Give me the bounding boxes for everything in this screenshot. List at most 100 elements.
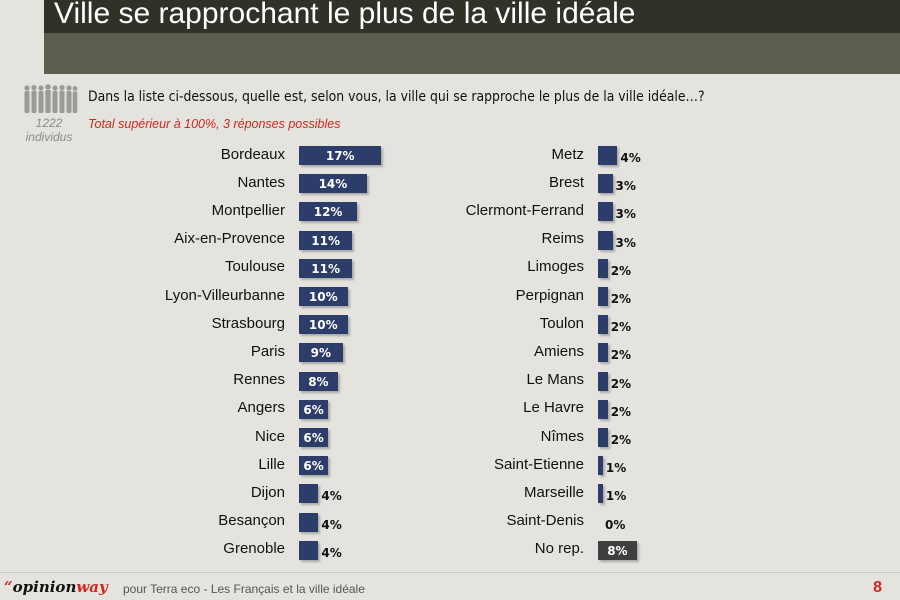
value-label: 6% bbox=[303, 459, 324, 474]
value-label: 6% bbox=[303, 431, 324, 445]
bar bbox=[299, 258, 353, 278]
header-title-band bbox=[44, 0, 900, 33]
category-label: Nantes bbox=[237, 173, 285, 191]
category-label: Saint-Etienne bbox=[493, 455, 584, 473]
value-label: 10% bbox=[308, 318, 338, 333]
category-label: Angers bbox=[237, 399, 285, 417]
value-label: 2% bbox=[610, 263, 632, 278]
bar bbox=[299, 399, 329, 419]
value-label: 8% bbox=[308, 374, 329, 389]
value-label: 0% bbox=[605, 517, 626, 532]
bar bbox=[598, 484, 603, 504]
category-label: Limoges bbox=[527, 258, 584, 276]
category-label: Lyon-Villeurbanne bbox=[164, 286, 285, 304]
category-label: Aix-en-Provence bbox=[174, 230, 285, 248]
bar bbox=[299, 230, 353, 250]
value-label: 8% bbox=[607, 543, 628, 558]
value-label: 12% bbox=[313, 205, 343, 220]
category-label: Paris bbox=[250, 342, 285, 360]
value-label: 3% bbox=[615, 207, 636, 222]
category-label: Strasbourg bbox=[211, 314, 285, 332]
value-label: 1% bbox=[605, 461, 627, 476]
bar bbox=[299, 512, 319, 532]
bar bbox=[299, 343, 343, 363]
bar bbox=[598, 174, 613, 194]
bar bbox=[299, 315, 348, 335]
bar bbox=[299, 146, 382, 165]
category-label: Saint-Denis bbox=[506, 512, 584, 530]
category-label: Amiens bbox=[533, 342, 584, 360]
value-label: 3% bbox=[615, 235, 636, 250]
value-label: 14% bbox=[318, 177, 348, 192]
survey-question: Dans la liste ci-dessous, quelle est, se… bbox=[88, 89, 705, 105]
value-label: 2% bbox=[610, 433, 632, 447]
value-label: 2% bbox=[610, 292, 632, 306]
page-number: 8 bbox=[873, 579, 882, 596]
category-label: Le Mans bbox=[526, 371, 584, 389]
bar bbox=[299, 540, 319, 560]
value-label: 4% bbox=[321, 517, 342, 532]
bar bbox=[598, 371, 608, 391]
value-label: 2% bbox=[610, 320, 632, 335]
respondent-number: 1222 bbox=[35, 116, 63, 130]
value-label: 10% bbox=[308, 290, 338, 304]
value-label: 11% bbox=[311, 261, 341, 276]
value-label: 17% bbox=[325, 149, 355, 163]
category-label: Le Havre bbox=[523, 399, 584, 417]
category-label: Montpellier bbox=[211, 201, 285, 219]
opinionway-logo: “opinionway bbox=[4, 578, 108, 596]
logo-quote: “ bbox=[4, 578, 13, 596]
category-label: Toulon bbox=[539, 314, 584, 332]
value-label: 6% bbox=[303, 402, 324, 417]
bar bbox=[598, 146, 618, 165]
bar bbox=[598, 258, 608, 278]
value-label: 4% bbox=[321, 545, 342, 560]
category-label: Brest bbox=[548, 173, 584, 191]
category-label: Marseille bbox=[523, 483, 584, 501]
value-label: 3% bbox=[615, 179, 636, 194]
footer-divider bbox=[0, 572, 900, 573]
value-label: 4% bbox=[620, 151, 641, 165]
category-label: Grenoble bbox=[223, 540, 285, 558]
bar bbox=[598, 230, 613, 250]
bar bbox=[299, 456, 329, 476]
bar bbox=[598, 428, 608, 447]
logo-way: way bbox=[76, 578, 108, 596]
category-label: Nîmes bbox=[540, 427, 584, 445]
category-label: Lille bbox=[258, 455, 285, 473]
bar bbox=[299, 174, 367, 194]
category-label: Reims bbox=[541, 230, 584, 248]
bar bbox=[299, 484, 319, 504]
category-label: Perpignan bbox=[515, 286, 584, 304]
bar bbox=[598, 540, 637, 560]
value-label: 2% bbox=[610, 404, 632, 419]
bar bbox=[299, 371, 338, 391]
value-label: 2% bbox=[610, 348, 632, 363]
bar bbox=[598, 399, 608, 419]
bar bbox=[299, 428, 329, 447]
respondent-unit: individus bbox=[25, 130, 73, 144]
value-label: 1% bbox=[605, 489, 627, 504]
bar bbox=[299, 287, 348, 306]
page-title: Ville se rapprochant le plus de la ville… bbox=[54, 0, 636, 30]
survey-note: Total supérieur à 100%, 3 réponses possi… bbox=[88, 117, 341, 131]
people-icon bbox=[24, 84, 78, 113]
respondent-count: 1222 individus bbox=[16, 116, 82, 144]
logo-opinion: opinion bbox=[12, 578, 77, 596]
category-label: Nice bbox=[254, 427, 285, 445]
value-label: 4% bbox=[321, 489, 342, 504]
category-label: Bordeaux bbox=[220, 145, 285, 163]
category-label: Besançon bbox=[218, 512, 285, 530]
bar bbox=[598, 287, 608, 306]
category-label: No rep. bbox=[534, 540, 584, 558]
value-label: 2% bbox=[610, 376, 632, 391]
category-label: Clermont-Ferrand bbox=[465, 201, 584, 219]
value-label: 9% bbox=[310, 346, 331, 361]
category-label: Metz bbox=[551, 145, 584, 163]
value-label: 11% bbox=[311, 233, 341, 248]
bar bbox=[598, 456, 603, 476]
bar bbox=[598, 343, 608, 363]
bar bbox=[598, 315, 608, 335]
category-label: Toulouse bbox=[224, 258, 285, 276]
category-label: Dijon bbox=[250, 483, 285, 501]
